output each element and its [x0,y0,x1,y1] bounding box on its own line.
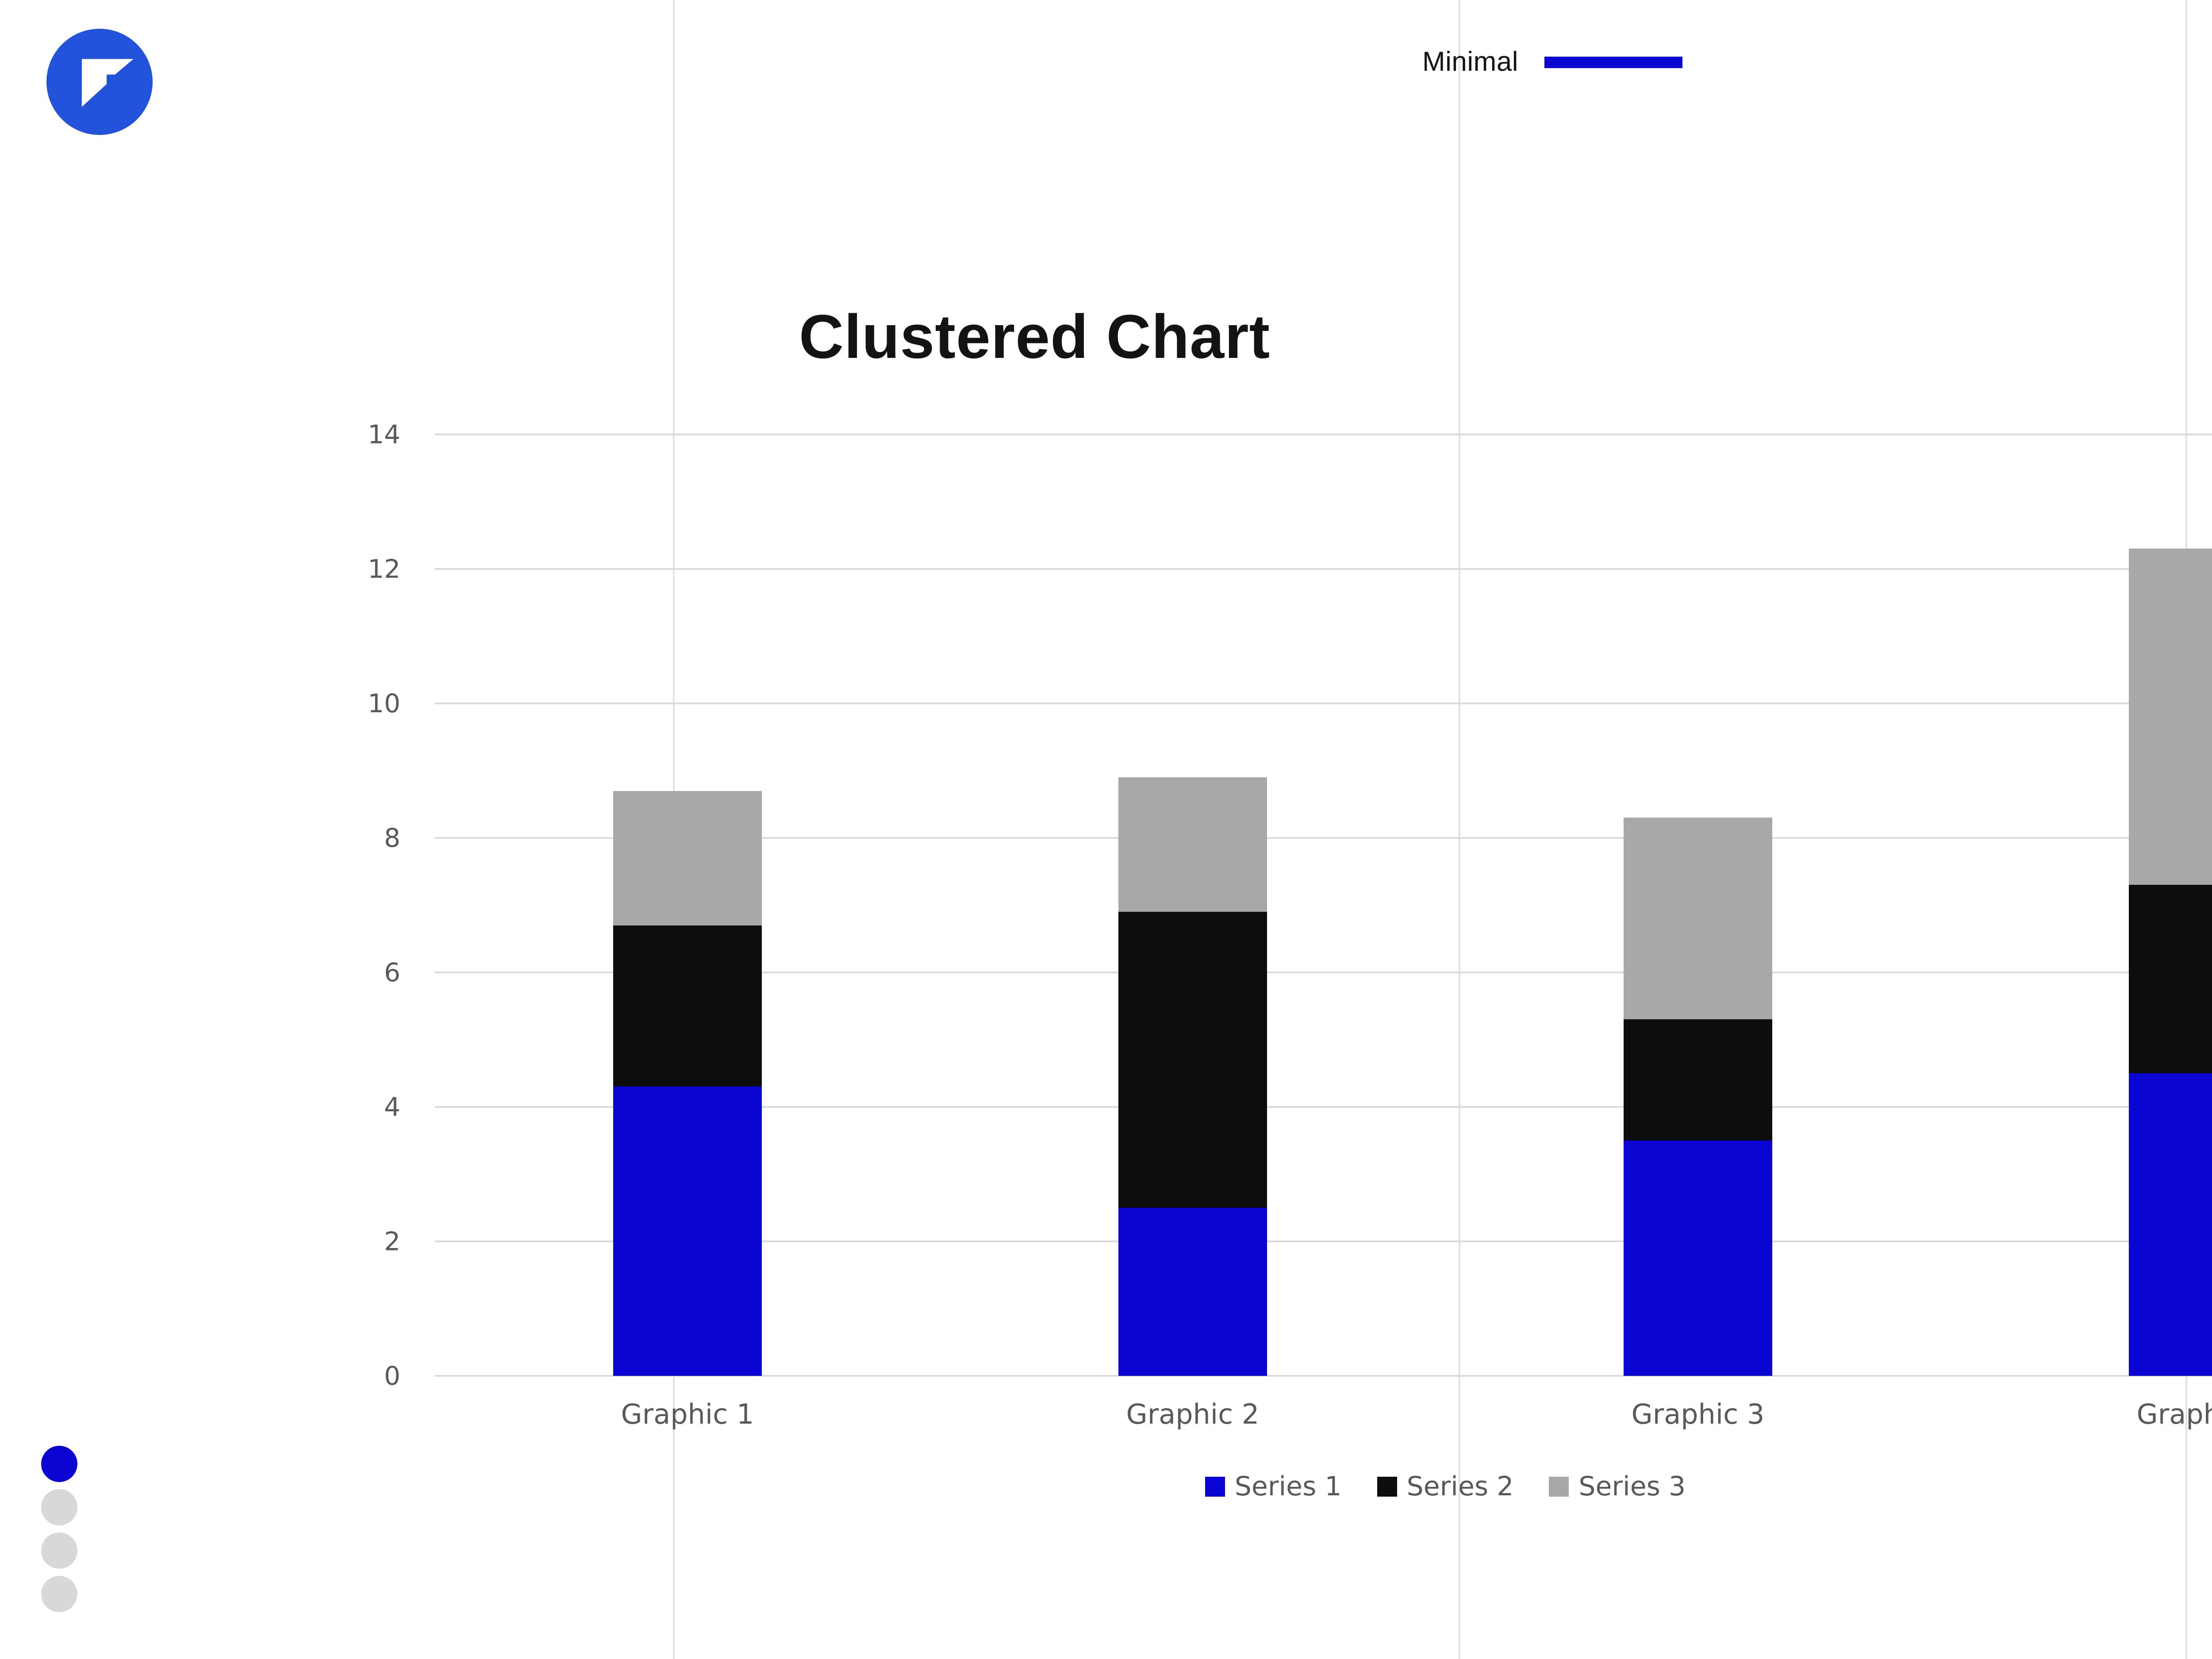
gridline-y6 [435,972,2212,973]
legend-label-series2: Series 2 [1406,1471,1514,1502]
gridline-y12 [435,568,2212,570]
gridline-y8 [435,837,2212,839]
gridline-y0 [435,1375,2212,1377]
y-tick-label-12: 12 [368,554,400,584]
legend-item-series2: Series 2 [1377,1471,1514,1502]
logo-flag-shape [81,59,134,107]
chart-title: Clustered Chart [799,302,1271,371]
legend-swatch-series2 [1377,1476,1397,1497]
gridline-y4 [435,1106,2212,1108]
bar-segment-series1-cat4 [2129,1073,2212,1376]
pagination-dots [41,1446,77,1612]
bar-segment-series3-cat1 [613,791,762,926]
gridline-y14 [435,434,2212,435]
bar-segment-series2-cat3 [1624,1019,1772,1141]
legend-swatch-series3 [1549,1476,1569,1497]
minimal-label: Minimal [1422,46,1519,77]
gridline-y2 [435,1240,2212,1242]
legend-item-series1: Series 1 [1205,1471,1342,1502]
page-dot-2[interactable] [41,1489,77,1525]
bar-segment-series2-cat2 [1118,912,1267,1208]
bar-segment-series3-cat4 [2129,549,2212,885]
bar-segment-series2-cat4 [2129,885,2212,1073]
flag-logo-icon [46,29,153,135]
legend-label-series3: Series 3 [1578,1471,1686,1502]
bar-segment-series3-cat3 [1624,818,1772,1020]
plot-area [435,434,2212,1377]
chart-legend: Series 1 Series 2 Series 3 [435,1471,2212,1502]
bar-segment-series1-cat1 [613,1087,762,1376]
minimal-accent-line [1544,57,1682,68]
page-dot-4[interactable] [41,1576,77,1612]
category-label-2: Graphic 2 [1126,1398,1260,1430]
page-dot-1-active[interactable] [41,1446,77,1482]
bar-segment-series3-cat2 [1118,777,1267,912]
bar-segment-series1-cat2 [1118,1208,1267,1376]
category-label-1: Graphic 1 [621,1398,754,1430]
y-tick-label-6: 6 [384,957,400,987]
y-tick-label-10: 10 [368,688,400,718]
category-label-3: Graphic 3 [1631,1398,1765,1430]
y-tick-label-14: 14 [368,419,400,449]
legend-label-series1: Series 1 [1234,1471,1342,1502]
vertical-divider-2 [1459,0,1460,1659]
page-dot-3[interactable] [41,1532,77,1569]
y-tick-label-4: 4 [384,1092,400,1122]
legend-item-series3: Series 3 [1549,1471,1686,1502]
bar-segment-series1-cat3 [1624,1141,1772,1376]
bar-segment-series2-cat1 [613,925,762,1087]
y-tick-label-0: 0 [384,1361,400,1391]
y-tick-label-2: 2 [384,1226,400,1256]
y-tick-label-8: 8 [384,823,400,853]
gridline-y10 [435,703,2212,704]
legend-swatch-series1 [1205,1476,1225,1497]
category-label-4: Graphic 4 [2136,1398,2212,1430]
